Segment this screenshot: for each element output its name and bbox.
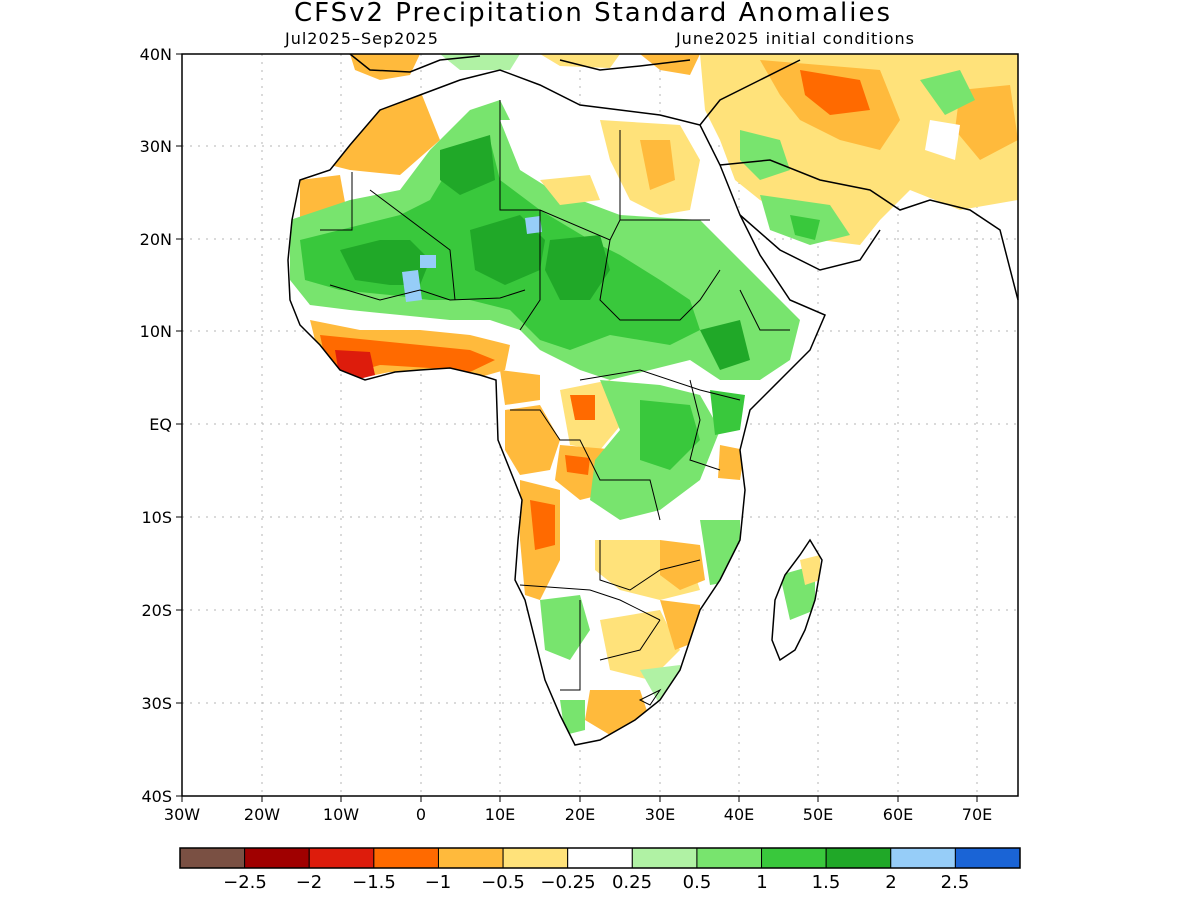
coastlines [287, 53, 1019, 746]
lat-label: 20N [140, 230, 172, 249]
colorbar [179, 847, 1021, 869]
colorbar-label: −0.25 [540, 872, 595, 893]
colorbar-label: 0.5 [683, 872, 712, 893]
colorbar-swatch [954, 847, 1021, 869]
colorbar-swatch [179, 847, 246, 869]
lon-label: 40E [724, 805, 754, 824]
lon-label: 20W [244, 805, 280, 824]
colorbar-labels: −2.5 −2 −1.5 −1 −0.5 −0.25 0.25 0.5 1 1.… [223, 872, 969, 893]
lon-label: 50E [803, 805, 833, 824]
colorbar-label: 2.5 [941, 872, 970, 893]
colorbar-label: −1 [425, 872, 452, 893]
colorbar-swatch [373, 847, 439, 869]
map-subtitle-period: Jul2025–Sep2025 [284, 29, 439, 48]
lat-label: 40S [141, 787, 172, 806]
colorbar-label: −2 [296, 872, 323, 893]
colorbar-swatch [631, 847, 698, 869]
lon-label: 30E [645, 805, 675, 824]
colorbar-swatch [761, 847, 827, 869]
lat-label: 10S [141, 508, 172, 527]
colorbar-swatch [696, 847, 763, 869]
lon-label: 10W [323, 805, 359, 824]
colorbar-swatch [825, 847, 892, 869]
lat-label: 40N [140, 45, 172, 64]
lat-axis: 40N 30N 20N 10N EQ 10S 20S 30S 40S [140, 45, 172, 806]
lat-label: 10N [140, 322, 172, 341]
colorbar-label: −0.5 [481, 872, 525, 893]
colorbar-swatch [437, 847, 504, 869]
lon-axis: 30W 20W 10W 0 10E 20E 30E 40E 50E 60E 70… [164, 805, 992, 824]
colorbar-swatch [502, 847, 569, 869]
colorbar-label: 0.25 [612, 872, 652, 893]
map-title: CFSv2 Precipitation Standard Anomalies [294, 0, 892, 28]
lat-label: 30S [141, 694, 172, 713]
colorbar-frame [179, 847, 1021, 869]
lon-label: 30W [164, 805, 200, 824]
colorbar-label: −1.5 [352, 872, 396, 893]
colorbar-swatch [567, 847, 633, 869]
lon-label: 60E [883, 805, 913, 824]
map-subtitle-init: June2025 initial conditions [675, 29, 915, 48]
lat-label: 30N [140, 137, 172, 156]
colorbar-label: 1.5 [812, 872, 841, 893]
country-borders [320, 100, 790, 706]
lon-label: 70E [962, 805, 992, 824]
lon-label: 20E [565, 805, 595, 824]
colorbar-swatch [308, 847, 375, 869]
lat-label: 20S [141, 601, 172, 620]
colorbar-swatch [890, 847, 956, 869]
colorbar-label: 2 [885, 872, 896, 893]
lon-label: 10E [485, 805, 515, 824]
tick-marks [176, 53, 978, 802]
colorbar-label: −2.5 [223, 872, 267, 893]
colorbar-swatch [244, 847, 310, 869]
map-frame [181, 53, 1019, 797]
middle-east-anomalies [350, 54, 1018, 245]
lon-label: 0 [416, 805, 426, 824]
colorbar-label: 1 [756, 872, 767, 893]
lat-label: EQ [149, 415, 172, 434]
